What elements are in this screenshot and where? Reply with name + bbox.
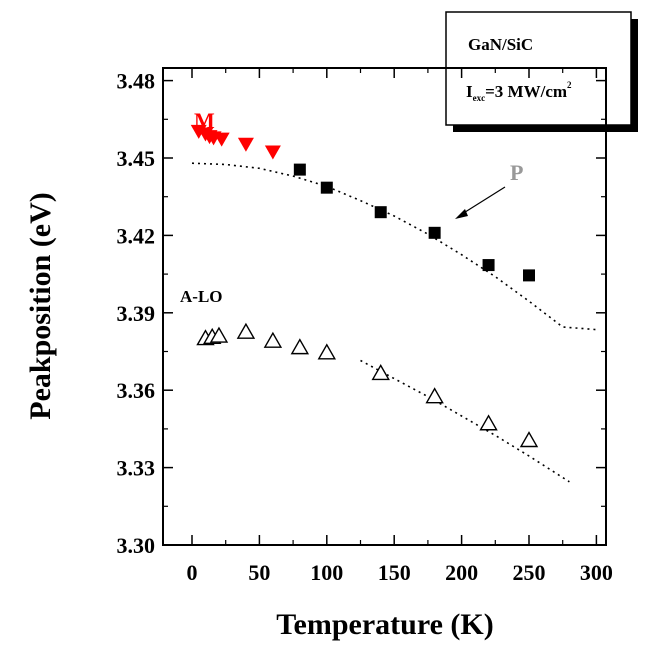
annotation-p-arrowhead [455,209,468,219]
plot-frame [162,67,607,546]
open-triangle-marker [479,414,498,431]
fit-line [191,162,597,331]
y-tick-label: 3.45 [117,146,156,171]
x-tick-label: 100 [310,560,343,585]
x-tick-label: 300 [580,560,613,585]
x-tick-label: 150 [378,560,411,585]
annotation-p: P [510,160,523,185]
x-tick-label: 200 [445,560,478,585]
legend-line2: Iexc=3 MW/cm2 [466,80,572,103]
square-marker [374,206,387,219]
data-markers [190,124,539,448]
square-marker [482,259,495,272]
y-tick-label: 3.39 [117,301,156,326]
down-triangle-marker [213,132,230,147]
annotation-a-lo: A-LO [180,287,223,306]
x-axis-title: Temperature (K) [276,608,493,641]
open-triangle-marker [317,343,337,360]
open-triangle-marker [519,431,539,448]
open-triangle-marker [290,338,310,355]
axis-ticks: 0 50 100 150 200 250 300 3.30 3.33 3.36 3.39 3.42 3.… [117,68,613,585]
open-triangle-marker [425,387,444,404]
x-tick-label: 50 [248,560,270,585]
open-triangle-marker [209,326,229,343]
y-tick-label: 3.36 [117,378,156,403]
legend-line2-sup: 2 [567,80,572,90]
open-triangle-marker [236,322,256,339]
legend-line2-sub: exc [473,93,486,103]
annotation-m: M [194,108,215,133]
x-tick-label: 0 [187,560,198,585]
open-triangle-marker [263,331,283,348]
square-marker [320,181,333,194]
y-tick-label: 3.33 [117,456,156,481]
fit-curves [191,162,597,483]
square-marker [428,226,441,239]
y-tick-label: 3.30 [117,533,156,558]
y-axis-title: Peakposition (eV) [24,192,57,420]
square-marker [523,269,535,282]
y-tick-label: 3.42 [117,223,156,248]
fit-line [360,359,570,483]
annotation-p-arrow [461,186,506,215]
legend-line1: GaN/SiC [468,35,533,54]
open-triangle-marker [371,364,390,381]
down-triangle-marker [237,137,254,152]
down-triangle-marker [264,145,281,160]
y-tick-label: 3.48 [117,69,156,94]
legend-line2-main: =3 MW/cm [485,82,567,101]
legend-line2-prefix: I [466,82,473,101]
x-tick-label: 250 [513,560,546,585]
square-marker [293,163,306,176]
